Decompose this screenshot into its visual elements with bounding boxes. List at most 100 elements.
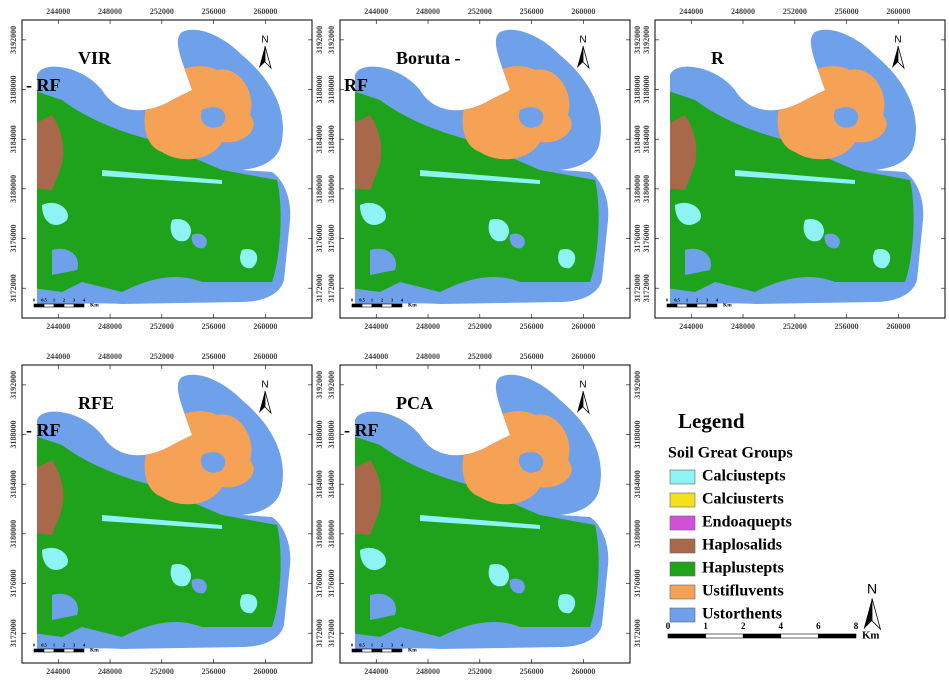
- north-label: N: [894, 35, 901, 46]
- scale-label: 6: [816, 621, 821, 631]
- x-tick-label: 244000: [46, 7, 70, 16]
- x-tick-label: 244000: [364, 667, 388, 676]
- x-tick-label: 260000: [886, 7, 910, 16]
- y-tick-label: 3180000: [327, 520, 336, 548]
- y-tick-label: 3192000: [633, 26, 642, 54]
- x-tick-label: 248000: [416, 667, 440, 676]
- scale-label: 1: [703, 621, 708, 631]
- x-tick-label: 252000: [150, 7, 174, 16]
- legend-swatch: [670, 585, 695, 599]
- y-tick-label: 3188000: [9, 76, 18, 104]
- y-tick-label: 3184000: [327, 125, 336, 153]
- x-tick-label: 252000: [150, 352, 174, 361]
- legend-label: Calciusterts: [702, 491, 784, 508]
- y-tick-label: 3172000: [633, 274, 642, 302]
- north-arrow-left: [864, 598, 872, 629]
- scale-segment: [707, 304, 717, 307]
- scale-label: 0.5: [359, 297, 365, 302]
- north-label: N: [261, 35, 268, 46]
- scale-label: 8: [854, 621, 859, 631]
- x-tick-label: 256000: [520, 7, 544, 16]
- scale-unit: Km: [408, 648, 417, 654]
- x-tick-label: 244000: [46, 667, 70, 676]
- y-tick-label: 3188000: [327, 76, 336, 104]
- x-tick-label: 248000: [731, 322, 755, 331]
- scale-segment: [44, 649, 54, 652]
- x-tick-label: 256000: [835, 7, 859, 16]
- x-tick-label: 244000: [679, 322, 703, 331]
- scale-segment: [74, 649, 84, 652]
- x-tick-label: 244000: [679, 7, 703, 16]
- legend-label: Haplosalids: [702, 537, 782, 554]
- map-title: - RF: [344, 420, 379, 440]
- y-tick-label: 3180000: [633, 175, 642, 203]
- y-tick-label: 3176000: [315, 570, 324, 598]
- scale-label: 0.5: [674, 297, 680, 302]
- x-tick-label: 244000: [364, 322, 388, 331]
- legend-label: Calciustepts: [702, 468, 786, 485]
- x-tick-label: 260000: [571, 667, 595, 676]
- y-tick-label: 3172000: [9, 619, 18, 647]
- y-tick-label: 3184000: [633, 125, 642, 153]
- y-tick-label: 3180000: [315, 520, 324, 548]
- y-tick-label: 3192000: [327, 26, 336, 54]
- y-tick-label: 3180000: [9, 175, 18, 203]
- scale-segment: [697, 304, 707, 307]
- scale-segment: [352, 649, 362, 652]
- scale-segment: [34, 304, 44, 307]
- y-tick-label: 3192000: [633, 371, 642, 399]
- scale-label: 0: [666, 621, 671, 631]
- scale-segment: [743, 634, 781, 638]
- y-tick-label: 3184000: [9, 470, 18, 498]
- x-tick-label: 260000: [571, 7, 595, 16]
- y-tick-label: 3188000: [642, 76, 651, 104]
- scale-segment: [44, 304, 54, 307]
- scale-segment: [818, 634, 856, 638]
- x-tick-label: 248000: [416, 322, 440, 331]
- x-tick-label: 256000: [202, 667, 226, 676]
- x-tick-label: 260000: [253, 352, 277, 361]
- scale-label: 0.5: [41, 642, 47, 647]
- x-tick-label: 260000: [571, 352, 595, 361]
- legend-title: Legend: [678, 409, 745, 433]
- scale-segment: [362, 304, 372, 307]
- scale-segment: [34, 649, 44, 652]
- map-panel: 2440002440002480002480002520002520002560…: [327, 7, 642, 331]
- y-tick-label: 3176000: [9, 570, 18, 598]
- y-tick-label: 3180000: [327, 175, 336, 203]
- north-label: N: [579, 35, 586, 46]
- x-tick-label: 260000: [253, 322, 277, 331]
- x-tick-label: 248000: [98, 667, 122, 676]
- legend-swatch: [670, 608, 695, 622]
- x-tick-label: 256000: [202, 7, 226, 16]
- x-tick-label: 248000: [731, 7, 755, 16]
- y-tick-label: 3176000: [642, 225, 651, 253]
- scale-segment: [382, 304, 392, 307]
- scale-unit: Km: [723, 303, 732, 309]
- x-tick-label: 244000: [364, 352, 388, 361]
- scale-segment: [706, 634, 744, 638]
- y-tick-label: 3180000: [9, 520, 18, 548]
- figure: 244000 244000 248000 248000 252000 252000 2560…: [0, 0, 949, 680]
- map-panel: 2440002440002480002480002520002520002560…: [327, 352, 642, 676]
- scale-segment: [392, 649, 402, 652]
- map-panel: 2440002440002480002480002520002520002560…: [642, 7, 949, 331]
- scale-label: 0.5: [359, 642, 365, 647]
- map-title: VIR: [78, 48, 112, 68]
- x-tick-label: 256000: [835, 322, 859, 331]
- north-label: N: [579, 380, 586, 391]
- y-tick-label: 3192000: [9, 26, 18, 54]
- y-tick-label: 3192000: [327, 371, 336, 399]
- x-tick-label: 248000: [98, 352, 122, 361]
- scale-segment: [677, 304, 687, 307]
- x-tick-label: 248000: [416, 352, 440, 361]
- map-panel: 2440002440002480002480002520002520002560…: [9, 352, 324, 676]
- y-tick-label: 3172000: [327, 619, 336, 647]
- y-tick-label: 3176000: [9, 225, 18, 253]
- x-tick-label: 244000: [364, 7, 388, 16]
- x-tick-label: 252000: [783, 7, 807, 16]
- y-tick-label: 3176000: [327, 570, 336, 598]
- legend-label: Endoaquepts: [702, 514, 792, 531]
- y-tick-label: 3184000: [315, 470, 324, 498]
